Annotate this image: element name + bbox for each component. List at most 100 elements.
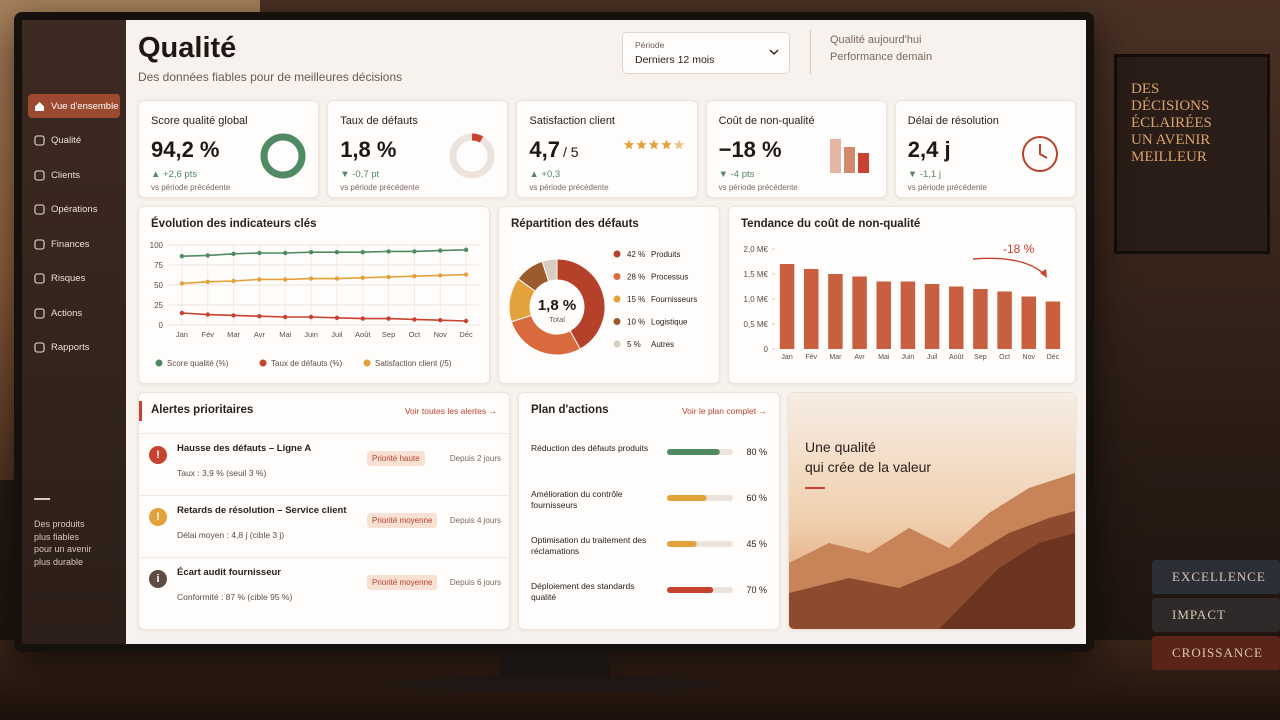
- kpi-label: Délai de résolution: [907, 115, 999, 127]
- nav-label: Qualité: [51, 135, 82, 146]
- alert-title: Hausse des défauts – Ligne A: [177, 443, 312, 454]
- book: IMPACT: [1152, 598, 1280, 632]
- period-select[interactable]: Période Derniers 12 mois: [622, 32, 790, 74]
- bar: [1045, 301, 1061, 349]
- y-tick-label: 0,5 M€: [744, 320, 769, 329]
- icon-shape: [34, 204, 45, 215]
- nav-item[interactable]: Vue d'ensemble: [28, 94, 120, 118]
- card-link[interactable]: Voir toutes les alertes →: [404, 406, 497, 416]
- nav-menu: Vue d'ensemble Qualité Clients Opérations Fi…: [28, 94, 120, 370]
- series-line: [181, 249, 467, 257]
- nav-item[interactable]: Finances: [28, 232, 120, 256]
- annotation: -18 %: [1003, 242, 1035, 256]
- kpi-card: Satisfaction client 4,7/ 5 ▲ +0,3 vs périod…: [516, 100, 698, 198]
- x-tick-label: Juin: [901, 354, 914, 361]
- promo-image: [789, 393, 1075, 629]
- nav-item[interactable]: Clients: [28, 163, 120, 187]
- alert-item[interactable]: i Écart audit fournisseur Conformité : 87 …: [139, 557, 509, 614]
- progress: [667, 587, 733, 593]
- kpi-note: vs période précédente: [340, 183, 420, 192]
- data-point: [283, 277, 288, 282]
- card-link[interactable]: Voir le plan complet →: [681, 406, 767, 416]
- legend-label: Produits: [651, 250, 680, 259]
- legend-label: Satisfaction client (/5): [375, 359, 452, 368]
- x-tick-label: Juin: [304, 330, 318, 339]
- data-point: [257, 277, 262, 282]
- tagline-line: plus fiables: [34, 531, 80, 542]
- card-title: Alertes prioritaires: [151, 404, 254, 416]
- kpi-number: 94,2 %: [151, 137, 220, 162]
- alert-item[interactable]: ! Retards de résolution – Service client D…: [139, 495, 509, 552]
- data-point: [386, 316, 391, 321]
- progress: [667, 495, 733, 501]
- data-label: 15 %: [627, 295, 645, 304]
- y-tick-label: 1,0 M€: [744, 295, 769, 304]
- donut-center-label: Total: [549, 315, 565, 324]
- legend-swatch: [613, 318, 621, 325]
- nav-label: Rapports: [51, 342, 90, 353]
- promo-text: Une qualité qui crée de la valeur: [805, 437, 931, 477]
- poster-line: MEILLEUR: [1131, 149, 1207, 165]
- legend-swatch: [613, 273, 621, 280]
- y-tick-label: 50: [154, 281, 163, 290]
- plan-value: 45 %: [746, 539, 767, 549]
- nav-item[interactable]: Opérations: [28, 198, 120, 222]
- nav-item[interactable]: Qualité: [28, 129, 120, 153]
- nav-icon: [34, 342, 45, 353]
- x-tick-label: Jan: [176, 330, 188, 339]
- nav-item[interactable]: Actions: [28, 301, 120, 325]
- donut-segment: [541, 258, 558, 282]
- plan-label: Amélioration du contrôle fournisseurs: [531, 489, 623, 510]
- ring-segment: [472, 133, 484, 143]
- nav-item[interactable]: Risques: [28, 267, 120, 291]
- chart-title: Répartition des défauts: [511, 218, 639, 230]
- monitor-screen: Vue d'ensemble Qualité Clients Opérations Fi…: [14, 12, 1094, 652]
- data-point: [257, 314, 262, 319]
- alert-item[interactable]: ! Hausse des défauts – Ligne A Taux : 3,9 …: [139, 433, 509, 490]
- kpi-number: 4,7: [529, 137, 560, 162]
- legend-swatch: [155, 359, 163, 367]
- data-point: [463, 247, 469, 252]
- kpi-visual: [623, 139, 684, 150]
- priority-badge: Priorité haute: [367, 451, 425, 466]
- tagline-line: plus durable: [34, 556, 84, 567]
- data-point: [179, 310, 185, 316]
- star: [623, 139, 634, 150]
- x-tick-label: Sep: [974, 354, 987, 361]
- data-point: [386, 249, 391, 254]
- alert-icon: !: [149, 446, 167, 464]
- kpi-card: Délai de résolution 2,4 j ▼ -1,1 j vs pério…: [894, 100, 1076, 198]
- y-tick-label: 2,0 M€: [744, 245, 769, 254]
- x-tick-label: Août: [949, 354, 963, 361]
- data-point: [438, 248, 443, 253]
- nav-label: Opérations: [51, 204, 98, 215]
- kpi-value: 2,4 j: [908, 137, 951, 163]
- legend-swatch: [613, 250, 621, 258]
- plan-label: Déploiement des standards qualité: [531, 581, 635, 602]
- alert-detail: Délai moyen : 4,8 j (cible 3 j): [177, 530, 285, 540]
- x-tick-label: Mai: [878, 354, 890, 361]
- data-point: [412, 317, 417, 322]
- plan-value: 80 %: [746, 447, 767, 457]
- kpi-unit: / 5: [562, 144, 579, 160]
- x-tick-label: Avr: [254, 330, 266, 339]
- kpi-visual: [829, 139, 869, 173]
- donut-segment: [510, 314, 581, 356]
- nav-item[interactable]: Rapports: [28, 336, 120, 360]
- divider: [34, 498, 50, 500]
- plan-card: Plan d'actions Voir le plan complet → Rédu…: [518, 392, 780, 630]
- data-point: [205, 312, 210, 317]
- kpi-label: Score qualité global: [151, 115, 248, 127]
- legend-label: Score qualité (%): [167, 359, 229, 368]
- x-tick-label: Jan: [781, 354, 792, 361]
- legend-label: Logistique: [651, 318, 688, 327]
- legend-label: Fournisseurs: [651, 295, 697, 304]
- y-tick-label: 1,5 M€: [744, 270, 769, 279]
- progress-fill: [667, 541, 697, 547]
- bar-chart: 0 0,5 M€ 1,0 M€ 1,5 M€ 2,0 M€ Jan Fév Mar Avr Mai…: [744, 242, 1061, 361]
- y-tick-label: 25: [154, 301, 163, 310]
- chevron-icon: [769, 49, 779, 55]
- y-tick-label: 100: [150, 241, 164, 250]
- data-point: [360, 250, 365, 255]
- promo-line: qui crée de la valeur: [805, 459, 932, 475]
